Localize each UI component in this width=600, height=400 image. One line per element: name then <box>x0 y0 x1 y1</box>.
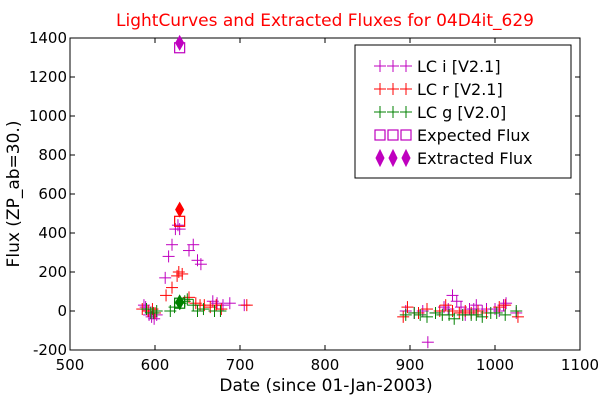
data-point <box>197 303 210 316</box>
data-point <box>172 266 185 278</box>
data-point <box>499 308 512 321</box>
legend-marker <box>387 60 399 72</box>
legend-marker <box>400 83 412 95</box>
data-point <box>147 306 160 319</box>
data-point <box>187 238 200 251</box>
legend-entry: Extracted Flux <box>375 148 533 168</box>
legend-label: Expected Flux <box>417 126 530 145</box>
y-tick-label: 1000 <box>29 107 67 125</box>
data-point <box>453 306 466 319</box>
data-point <box>159 271 172 284</box>
extracted-flux-marker <box>175 294 185 311</box>
legend-marker <box>375 148 385 168</box>
legend-marker <box>374 129 386 141</box>
legend-marker <box>400 106 412 118</box>
data-point <box>173 223 186 236</box>
y-tick-label: 800 <box>38 146 67 164</box>
x-tick-label: 800 <box>311 356 340 374</box>
legend-entry: LC i [V2.1] <box>374 57 501 76</box>
x-tick-label: 700 <box>226 356 255 374</box>
data-point <box>476 310 489 323</box>
legend-marker <box>388 148 398 168</box>
x-tick-labels: 500 600 700 800 900 1000 1100 <box>56 356 599 374</box>
x-tick-label: 1000 <box>476 356 514 374</box>
chart-title: LightCurves and Extracted Fluxes for 04D… <box>116 11 534 31</box>
data-point <box>215 303 228 316</box>
x-tick-label: 1100 <box>561 356 599 374</box>
data-point <box>399 308 412 321</box>
data-point <box>470 308 483 321</box>
legend-marker <box>374 83 386 95</box>
data-point <box>181 293 194 306</box>
y-tick-label: 0 <box>57 302 67 320</box>
x-tick-label: 900 <box>396 356 425 374</box>
data-point <box>421 310 433 323</box>
data-point <box>194 258 207 271</box>
data-point <box>439 299 452 312</box>
legend: LC i [V2.1] LC r [V2.1] LC g [V2.0] Expecte… <box>354 44 572 179</box>
data-point <box>500 297 513 310</box>
data-point <box>240 299 253 312</box>
y-tick-labels: -200 0 200 400 600 800 1000 1200 1400 <box>29 29 67 359</box>
y-tick-label: 1400 <box>29 29 67 47</box>
extracted-flux-marker <box>175 201 185 218</box>
legend-label: Extracted Flux <box>417 149 533 168</box>
x-axis-label: Date (since 01-Jan-2003) <box>219 376 432 396</box>
legend-label: LC g [V2.0] <box>417 103 506 122</box>
data-marks <box>136 34 524 349</box>
legend-marker <box>401 148 411 168</box>
data-point <box>166 238 178 251</box>
legend-marker <box>387 106 399 118</box>
data-point <box>176 267 189 280</box>
data-point <box>223 297 236 310</box>
series-extracted-flux <box>175 34 185 311</box>
x-tick-label: 600 <box>141 356 170 374</box>
data-point <box>191 305 204 317</box>
data-point <box>162 250 175 263</box>
data-point <box>160 289 173 302</box>
x-tick-label: 500 <box>56 356 85 374</box>
data-point <box>490 306 503 319</box>
legend-label: LC r [V2.1] <box>417 80 503 99</box>
legend-marker <box>374 106 386 118</box>
data-point <box>493 301 506 314</box>
legend-marker <box>400 60 412 72</box>
legend-entry: LC g [V2.0] <box>374 103 506 122</box>
data-point <box>429 306 442 319</box>
legend-marker <box>374 60 386 72</box>
legend-label: LC i [V2.1] <box>417 57 501 76</box>
legend-entry: LC r [V2.1] <box>374 80 503 99</box>
data-point <box>397 310 410 323</box>
y-axis-label: Flux (ZP_ab=30.) <box>4 121 24 268</box>
data-point <box>408 306 421 319</box>
legend-entry: Expected Flux <box>374 126 530 145</box>
y-tick-label: 200 <box>38 263 67 281</box>
data-point <box>166 281 178 294</box>
y-tick-label: 400 <box>38 224 67 242</box>
axis-ticks <box>69 37 581 351</box>
legend-marker <box>387 129 399 141</box>
data-point <box>448 312 461 325</box>
data-point <box>414 308 427 321</box>
data-point <box>421 336 434 349</box>
data-point <box>401 301 414 314</box>
y-tick-label: 1200 <box>29 68 67 86</box>
y-tick-label: 600 <box>38 185 67 203</box>
extracted-flux-marker <box>175 34 185 51</box>
legend-marker <box>387 83 399 95</box>
data-point <box>214 305 227 317</box>
data-point <box>150 305 163 317</box>
data-point <box>511 310 524 323</box>
data-point <box>510 305 523 317</box>
y-tick-label: -200 <box>33 341 67 359</box>
legend-marker <box>400 129 412 141</box>
